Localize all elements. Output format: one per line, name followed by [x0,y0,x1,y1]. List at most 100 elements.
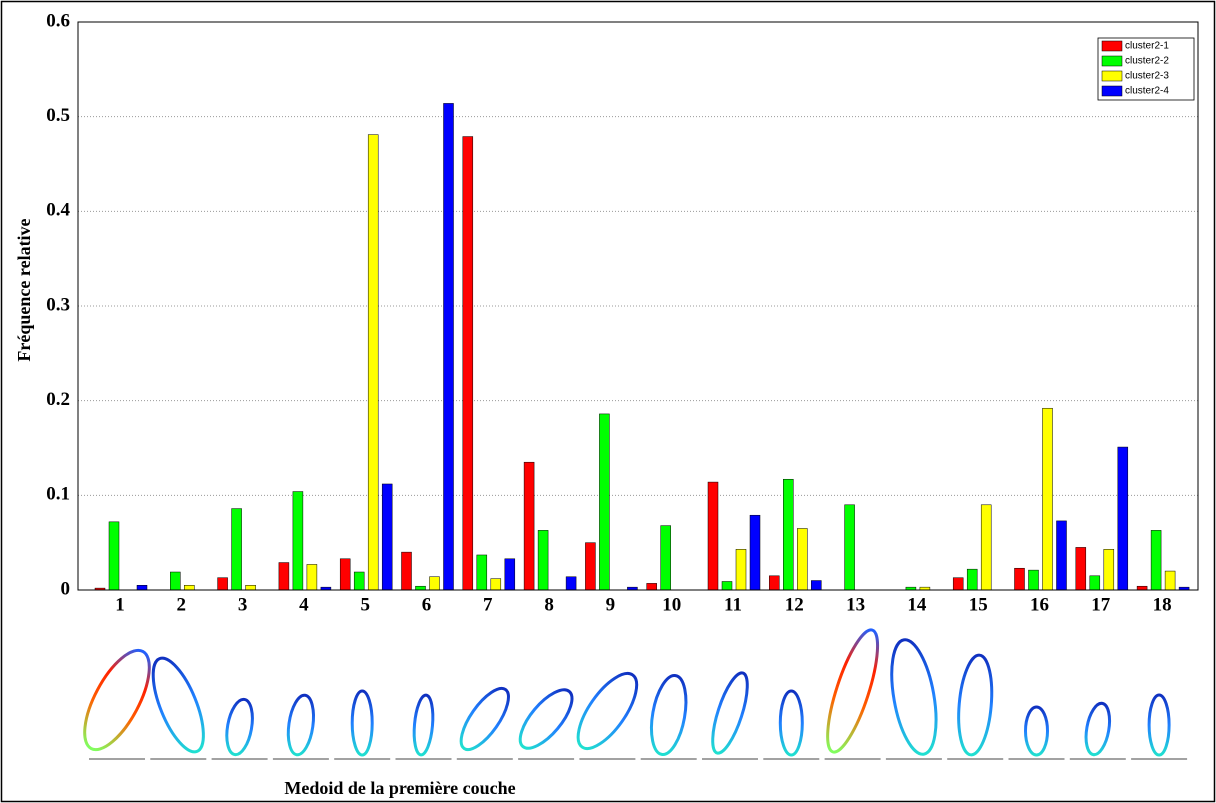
bar [108,521,120,591]
x-tick-label: 6 [422,594,432,615]
bar [217,577,228,591]
x-tick-label: 18 [1153,594,1172,615]
medoid-shape [711,671,749,755]
y-tick-label: 0 [61,578,71,599]
bar [523,461,535,591]
x-tick-label: 2 [177,594,187,615]
legend-swatch [1101,70,1123,82]
x-axis-label: Medoid de la première couche [284,778,515,798]
plot-frame [77,21,1199,591]
y-tick-label: 0.6 [46,10,70,31]
legend-swatch [1101,55,1123,67]
bar [721,581,733,591]
medoid-shape [83,648,151,752]
medoid-shape [459,686,510,752]
bar [1150,530,1162,591]
bar [184,585,195,591]
x-tick-label: 4 [299,594,309,615]
bar [245,585,256,591]
medoid-shape [1084,701,1112,757]
y-tick-label: 0.1 [46,484,70,505]
bar [1056,520,1067,591]
medoid-shape [286,693,315,757]
bar [1042,407,1053,591]
bar [966,568,978,591]
bar [278,562,290,591]
y-tick-label: 0.4 [46,200,70,221]
bar [783,478,794,591]
bar [707,481,719,591]
legend-label: cluster2-4 [1125,86,1169,97]
y-tick-label: 0.5 [46,105,70,126]
bar [980,504,992,591]
x-tick-label: 10 [662,594,681,615]
bar [565,576,577,591]
bar [353,571,365,591]
bar [1089,575,1101,591]
bar [429,576,440,591]
bar [1136,585,1148,591]
x-tick-label: 7 [483,594,493,615]
x-tick-label: 16 [1030,594,1049,615]
bar [749,514,761,591]
bar [1028,569,1039,591]
bar [952,577,964,591]
bar [585,542,596,591]
bar [504,558,516,591]
bar [844,504,855,591]
bar [381,483,393,591]
bar [490,578,502,591]
legend-swatch [1101,40,1123,52]
x-tick-label: 17 [1091,594,1111,615]
x-tick-label: 15 [969,594,988,615]
bar [136,585,148,591]
bar [660,525,671,591]
legend-swatch [1101,85,1123,97]
x-tick-label: 1 [115,594,125,615]
bar [415,585,426,591]
y-tick-label: 0.2 [46,389,70,410]
bar [170,571,181,591]
medoid-shape [225,697,254,757]
bar [811,580,822,591]
bar [1075,547,1087,591]
medoid-shape [826,628,880,754]
medoid-shape [412,693,435,757]
bar [797,528,808,591]
bar [306,564,318,591]
medoid-shape [1024,705,1049,757]
y-axis-label: Fréquence relative [14,218,34,361]
bar [537,530,549,591]
x-tick-label: 14 [907,594,927,615]
medoid-shape [890,638,938,756]
bar [231,508,242,591]
x-tick-label: 3 [238,594,248,615]
medoid-shape [350,689,374,757]
bar [462,136,474,591]
bar [735,549,747,591]
medoid-shape [576,672,639,750]
x-tick-label: 5 [360,594,370,615]
bar [401,551,412,591]
bar [367,134,379,591]
x-tick-label: 11 [724,594,742,615]
medoid-shape [778,689,804,757]
bar [769,575,780,591]
medoid-shape [649,674,688,756]
bar [292,491,304,591]
x-tick-label: 12 [785,594,804,615]
x-tick-label: 13 [846,594,865,615]
y-tick-label: 0.3 [46,294,70,315]
x-tick-label: 8 [544,594,554,615]
x-tick-label: 9 [606,594,616,615]
bar [339,558,351,591]
medoid-shape [1147,693,1171,757]
legend-label: cluster2-3 [1125,71,1169,82]
bar [1103,549,1115,591]
legend-label: cluster2-1 [1125,41,1169,52]
medoid-shape [957,653,994,757]
bar [443,103,454,591]
bar [646,583,657,591]
